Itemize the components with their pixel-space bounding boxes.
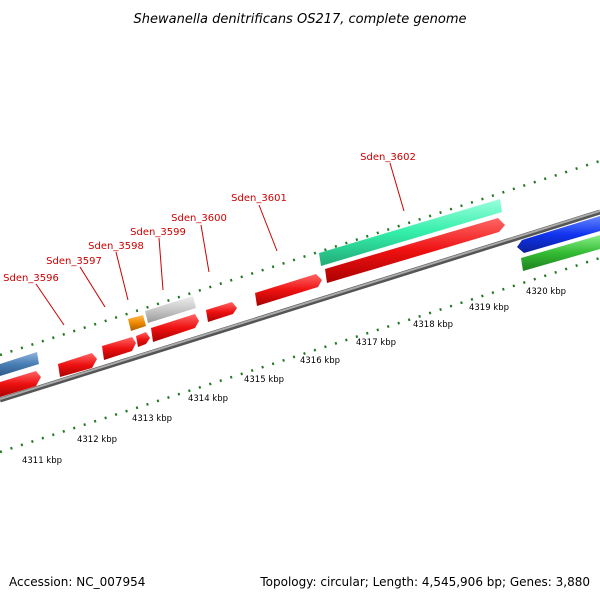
kbp-label: 4316 kbp — [300, 356, 340, 366]
gene-arrow-sden-3602[interactable] — [325, 218, 505, 283]
accession-text: Accession: NC_007954 — [9, 575, 145, 589]
leader-line — [389, 162, 405, 212]
gene-arrow[interactable] — [102, 337, 136, 360]
forward-strand-genes — [0, 216, 600, 397]
leader-line — [158, 237, 164, 291]
outer-lane-genes — [0, 199, 600, 376]
gene-label-sden-3601[interactable]: Sden_3601 — [231, 193, 287, 204]
map-title: Shewanella denitrificans OS217, complete… — [134, 12, 467, 27]
genome-summary-text: Topology: circular; Length: 4,545,906 bp… — [259, 575, 590, 589]
gene-label-sden-3597[interactable]: Sden_3597 — [46, 256, 102, 267]
gene-arrow-sden-3599[interactable] — [151, 314, 199, 342]
gene-label-sden-3598[interactable]: Sden_3598 — [88, 241, 144, 252]
kbp-scale-labels: 4311 kbp 4312 kbp 4313 kbp 4314 kbp 4315… — [22, 287, 566, 466]
gene-label-sden-3596[interactable]: Sden_3596 — [3, 273, 59, 284]
gene-labels: Sden_3596 Sden_3597 Sden_3598 Sden_3599 … — [3, 152, 416, 284]
gene-arrow[interactable] — [0, 371, 41, 397]
kbp-label: 4320 kbp — [526, 287, 566, 297]
leader-line — [79, 266, 106, 308]
gene-box-orange[interactable] — [128, 315, 146, 331]
kbp-label: 4315 kbp — [244, 375, 284, 385]
gene-box-teal[interactable] — [319, 199, 502, 266]
gene-arrow[interactable] — [58, 353, 97, 377]
gene-arrow-blue[interactable] — [517, 216, 600, 253]
kbp-label: 4318 kbp — [413, 320, 453, 330]
gene-arrow-sden-3601[interactable] — [255, 274, 322, 306]
kbp-label: 4314 kbp — [188, 394, 228, 404]
gene-box-green[interactable] — [521, 235, 600, 271]
kbp-label: 4313 kbp — [132, 414, 172, 424]
gene-arrow-sden-3600[interactable] — [206, 302, 237, 322]
gene-label-leaders — [35, 162, 405, 326]
gene-label-sden-3602[interactable]: Sden_3602 — [360, 152, 416, 163]
kbp-label: 4312 kbp — [77, 435, 117, 445]
leader-line — [35, 283, 65, 326]
gene-box-steel[interactable] — [0, 352, 39, 376]
leader-line — [200, 224, 210, 273]
gene-label-sden-3600[interactable]: Sden_3600 — [171, 213, 227, 224]
gene-label-sden-3599[interactable]: Sden_3599 — [130, 227, 186, 238]
kbp-label: 4319 kbp — [469, 303, 509, 313]
kbp-label: 4311 kbp — [22, 456, 62, 466]
kbp-label: 4317 kbp — [356, 338, 396, 348]
genome-backbone-highlight — [0, 210, 600, 400]
gene-arrow-sden-3598[interactable] — [136, 332, 150, 347]
leader-line — [115, 251, 129, 301]
gene-box-gray[interactable] — [145, 296, 196, 323]
leader-line — [258, 204, 278, 252]
